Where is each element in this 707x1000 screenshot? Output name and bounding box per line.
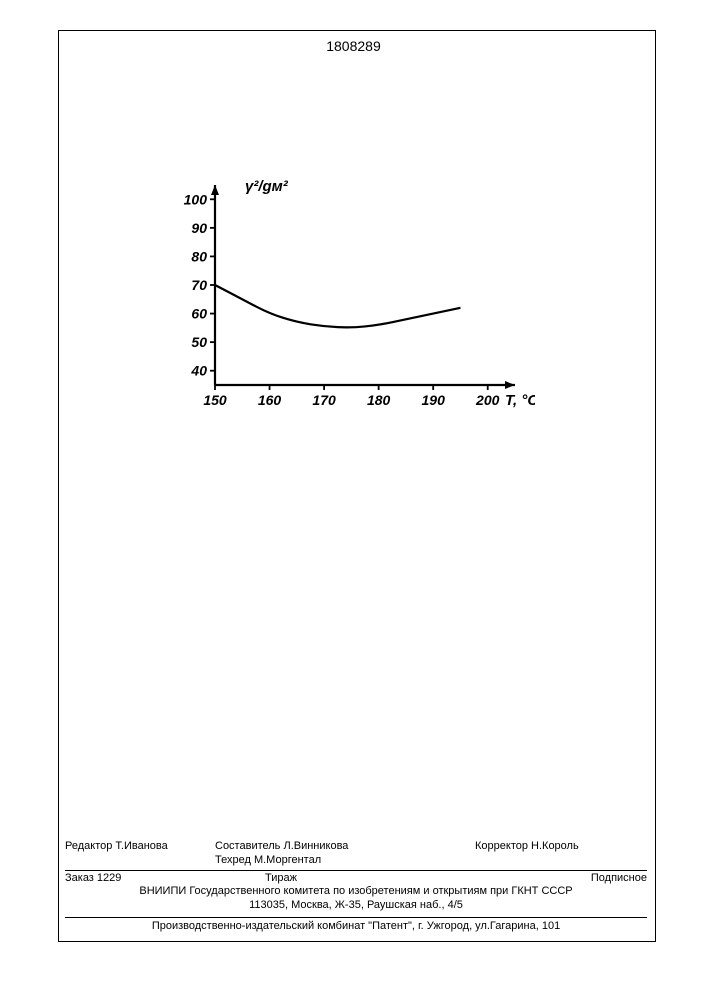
corrector-name: Н.Король [531, 840, 579, 852]
svg-text:160: 160 [258, 392, 282, 408]
tirazh: Тираж [265, 872, 465, 884]
corrector-label: Корректор [475, 840, 528, 852]
order-number: Заказ 1229 [65, 872, 265, 884]
techred-label: Техред [215, 854, 251, 866]
podpisnoe: Подписное [465, 872, 647, 884]
compiler-label: Составитель [215, 840, 280, 852]
vniipi-line2: 113035, Москва, Ж-35, Раушская наб., 4/5 [65, 899, 647, 913]
editor-cell: Редактор Т.Иванова [65, 840, 215, 868]
chart-svg: 40 50 60 70 80 90 100 150 160 170 180 190 200 γ²/gм² T… [155, 155, 535, 435]
svg-text:180: 180 [367, 392, 391, 408]
vniipi-line1: ВНИИПИ Государственного комитета по изоб… [65, 885, 647, 899]
publisher-line: Производственно-издательский комбинат "П… [65, 920, 647, 932]
corrector-cell: Корректор Н.Король [475, 840, 647, 868]
svg-text:170: 170 [312, 392, 336, 408]
center-credits: Составитель Л.Винникова Техред М.Моргент… [215, 840, 475, 868]
svg-text:190: 190 [422, 392, 446, 408]
svg-text:70: 70 [191, 277, 207, 293]
svg-text:50: 50 [191, 334, 207, 350]
editor-label: Редактор [65, 840, 112, 852]
svg-text:90: 90 [191, 220, 207, 236]
order-row: Заказ 1229 Тираж Подписное [65, 870, 647, 884]
vniipi-block: ВНИИПИ Государственного комитета по изоб… [65, 885, 647, 918]
compiler-name: Л.Винникова [283, 840, 348, 852]
svg-text:γ²/gм²: γ²/gм² [245, 178, 289, 195]
svg-text:200: 200 [475, 392, 500, 408]
line-chart: 40 50 60 70 80 90 100 150 160 170 180 190 200 γ²/gм² T… [155, 155, 535, 435]
svg-text:100: 100 [184, 191, 208, 207]
techred-name: М.Моргентал [254, 854, 321, 866]
svg-text:150: 150 [203, 392, 227, 408]
patent-number: 1808289 [0, 38, 707, 54]
svg-text:40: 40 [190, 363, 207, 379]
credits-row: Редактор Т.Иванова Составитель Л.Виннико… [65, 840, 647, 871]
editor-name: Т.Иванова [115, 840, 167, 852]
svg-text:80: 80 [191, 248, 207, 264]
svg-text:T, °C: T, °C [505, 392, 535, 409]
svg-text:60: 60 [191, 306, 207, 322]
